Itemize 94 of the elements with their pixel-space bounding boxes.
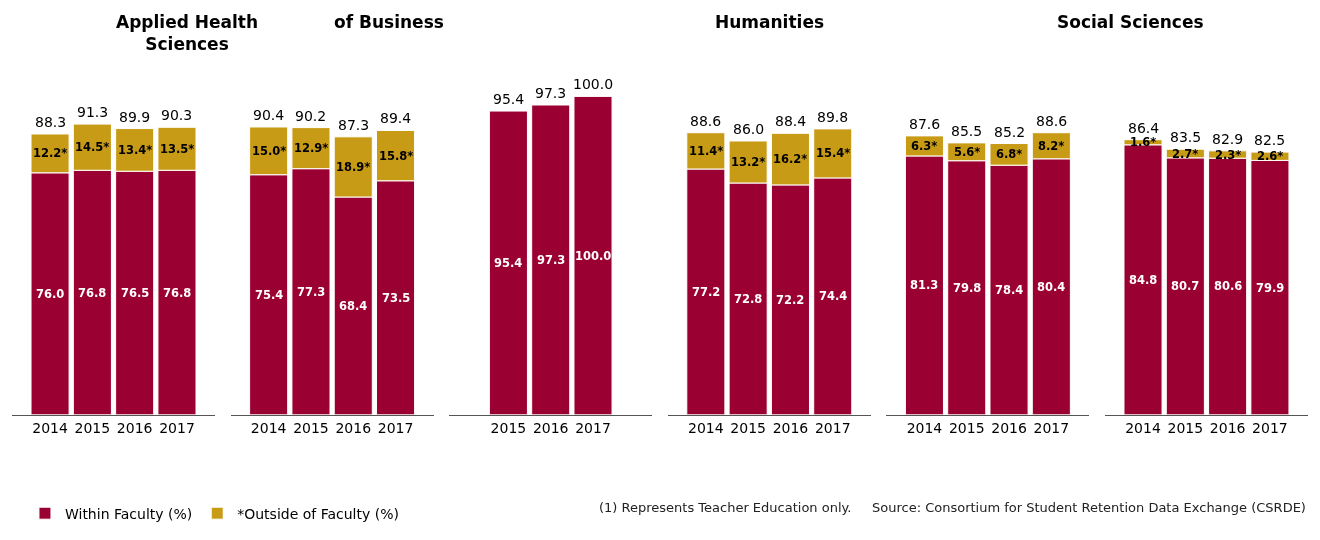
- total-label: 85.2: [994, 124, 1026, 140]
- data-label: 76.8: [78, 286, 107, 300]
- x-tick-label: 2017: [814, 419, 851, 436]
- data-label: 5.6*: [954, 145, 981, 159]
- data-label: 6.8*: [996, 147, 1023, 161]
- data-label: 73.5: [382, 291, 411, 305]
- x-tick-label: 2017: [1252, 419, 1288, 436]
- x-tick-label: 2015: [74, 419, 111, 436]
- chart-title: of Business: [334, 12, 444, 32]
- total-label: 90.2: [295, 108, 327, 124]
- data-label: 15.0*: [252, 144, 287, 158]
- total-label: 95.4: [493, 91, 525, 107]
- data-label: 11.4*: [689, 144, 724, 158]
- data-label: 72.8: [734, 292, 763, 306]
- total-label: 89.8: [817, 109, 849, 125]
- total-label: 97.3: [535, 85, 567, 101]
- chart-title: Social Sciences: [1057, 12, 1204, 32]
- data-label: 80.7: [1171, 279, 1200, 293]
- data-label: 68.4: [339, 299, 368, 313]
- source-note: Source: Consortium for Student Retention Data Exchange (CSRDE): [872, 500, 1306, 515]
- x-tick-label: 2015: [293, 419, 329, 436]
- x-tick-label: 2017: [1033, 419, 1070, 436]
- total-label: 87.3: [338, 117, 370, 133]
- total-label: 82.5: [1254, 132, 1286, 148]
- data-label: 72.2: [776, 293, 805, 307]
- total-label: 100.0: [573, 76, 614, 92]
- data-label: 15.8*: [379, 149, 414, 163]
- data-label: 76.5: [121, 286, 150, 300]
- data-label: 77.3: [297, 285, 326, 299]
- x-tick-label: 2017: [575, 419, 611, 436]
- total-label: 90.4: [253, 107, 285, 123]
- data-label: 95.4: [494, 256, 523, 270]
- data-label: 74.4: [819, 289, 848, 303]
- data-label: 6.3*: [911, 139, 938, 153]
- total-label: 86.4: [1128, 120, 1160, 136]
- x-tick-label: 2015: [948, 419, 985, 436]
- total-label: 87.6: [909, 116, 941, 132]
- total-label: 83.5: [1170, 129, 1202, 145]
- x-tick-label: 2014: [688, 419, 724, 436]
- data-label: 77.2: [692, 285, 721, 299]
- data-label: 79.8: [953, 281, 982, 295]
- total-label: 82.9: [1212, 131, 1244, 147]
- total-label: 91.3: [77, 104, 109, 120]
- total-label: 88.6: [690, 113, 722, 129]
- x-tick-label: 2014: [250, 419, 287, 436]
- total-label: 88.3: [35, 114, 67, 130]
- total-label: 85.5: [951, 123, 983, 139]
- data-label: 79.9: [1256, 281, 1285, 295]
- total-label: 89.9: [119, 109, 151, 125]
- x-tick-label: 2016: [335, 419, 372, 436]
- data-label: 81.3: [910, 278, 939, 292]
- x-tick-label: 2015: [730, 419, 766, 436]
- data-label: 80.4: [1037, 280, 1066, 294]
- data-label: 12.2*: [33, 146, 68, 160]
- total-label: 86.0: [733, 121, 765, 137]
- x-tick-label: 2015: [1167, 419, 1204, 436]
- total-label: 89.4: [380, 110, 412, 126]
- x-tick-label: 2014: [906, 419, 943, 436]
- x-tick-label: 2014: [1125, 419, 1161, 436]
- x-tick-label: 2017: [377, 419, 414, 436]
- x-tick-label: 2016: [991, 419, 1027, 436]
- total-label: 88.6: [1036, 113, 1068, 129]
- data-label: 100.0: [575, 249, 612, 263]
- data-label: 2.6*: [1257, 149, 1284, 163]
- data-label: 18.9*: [336, 160, 371, 174]
- data-label: 76.8: [163, 286, 192, 300]
- x-tick-label: 2016: [1209, 419, 1246, 436]
- data-label: 13.2*: [731, 155, 766, 169]
- chart-title: Humanities: [715, 12, 825, 32]
- legend-label: *Outside of Faculty (%): [237, 505, 399, 522]
- data-label: 13.5*: [160, 142, 195, 156]
- total-label: 90.3: [161, 107, 193, 123]
- data-label: 97.3: [537, 253, 566, 267]
- data-label: 80.6: [1214, 279, 1243, 293]
- data-label: 13.4*: [118, 143, 153, 157]
- data-label: 84.8: [1129, 273, 1158, 287]
- data-label: 16.2*: [773, 152, 808, 166]
- data-label: 15.4*: [816, 146, 851, 160]
- chart-title: Applied Health Sciences: [116, 12, 259, 55]
- x-tick-label: 2016: [116, 419, 153, 436]
- total-label: 88.4: [775, 113, 807, 129]
- text: (1) Represents Teacher Education only.: [599, 500, 852, 515]
- data-label: 12.9*: [294, 141, 329, 155]
- x-tick-label: 2016: [772, 419, 809, 436]
- data-label: 14.5*: [75, 140, 110, 154]
- data-label: 75.4: [255, 288, 284, 302]
- legend-label: Within Faculty (%): [64, 505, 193, 522]
- x-tick-label: 2016: [532, 419, 569, 436]
- x-tick-label: 2015: [490, 419, 527, 436]
- data-label: 8.2*: [1038, 139, 1065, 153]
- data-label: 76.0: [36, 287, 65, 301]
- data-label: 78.4: [995, 283, 1024, 297]
- x-tick-label: 2014: [32, 419, 68, 436]
- x-tick-label: 2017: [159, 419, 195, 436]
